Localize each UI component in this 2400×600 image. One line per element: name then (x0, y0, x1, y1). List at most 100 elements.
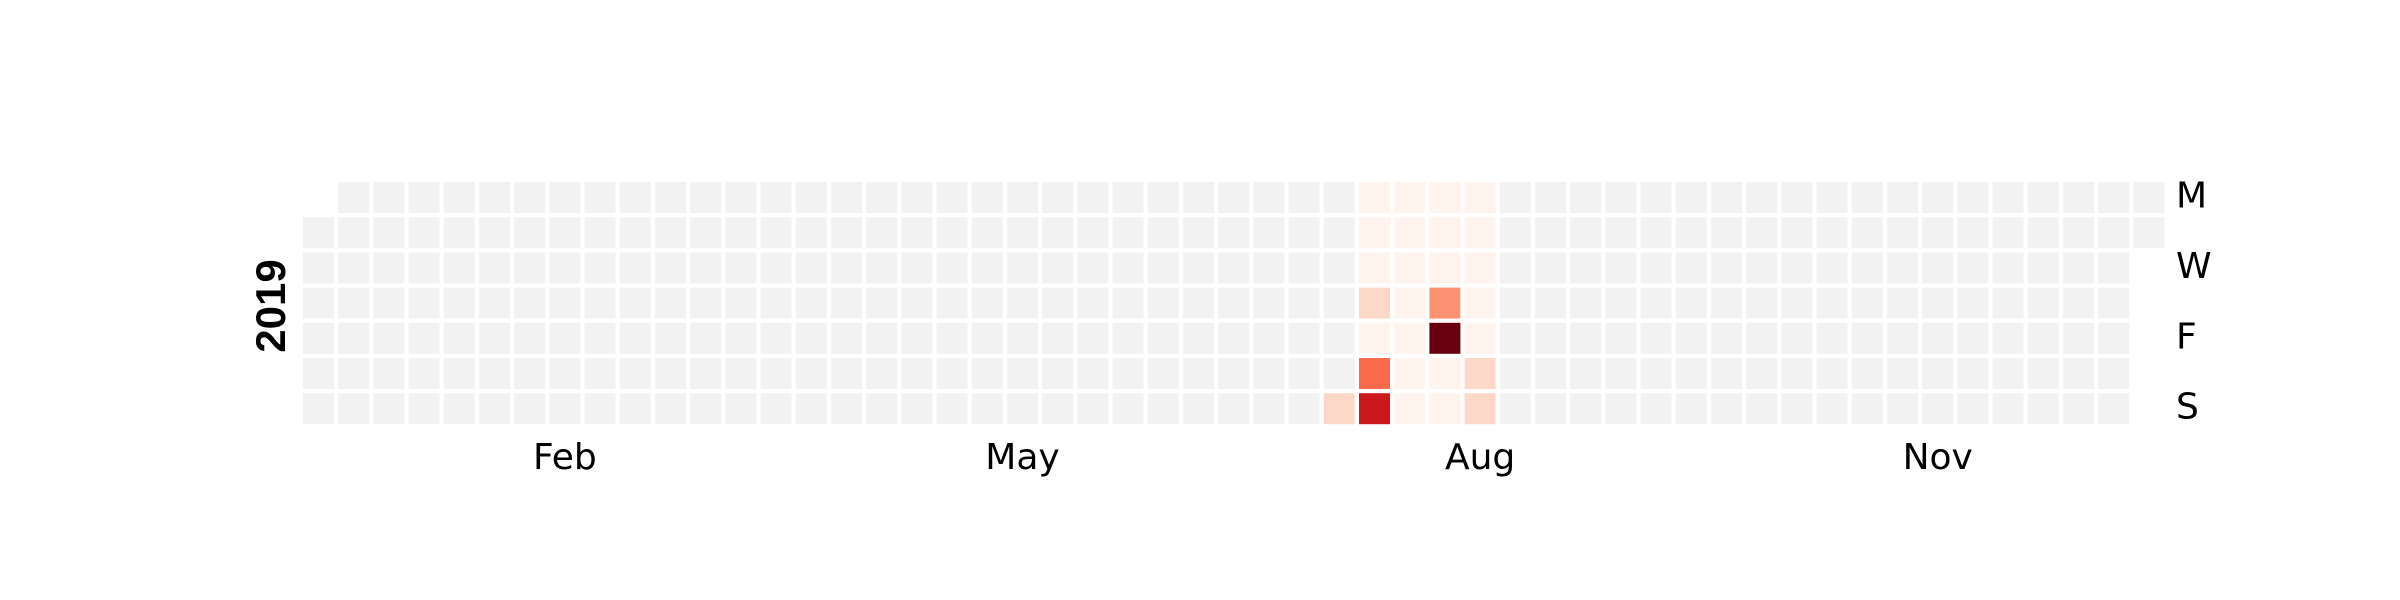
heatmap-cell (1887, 252, 1918, 284)
heatmap-cell (1147, 393, 1179, 425)
heatmap-cell (1957, 393, 1989, 425)
heatmap-cell (1077, 322, 1109, 354)
heatmap-cell (1535, 393, 1566, 425)
heatmap-cell (479, 217, 510, 249)
heatmap-cell (1359, 252, 1390, 284)
heatmap-cell (1499, 287, 1531, 319)
heatmap-cell (443, 393, 475, 425)
heatmap-cell (1499, 322, 1531, 354)
heatmap-cell (1394, 287, 1426, 319)
heatmap-cell (831, 182, 862, 213)
heatmap-cell (1253, 322, 1285, 354)
heatmap-cell (1499, 182, 1531, 213)
heatmap-cell (2133, 182, 2165, 213)
heatmap-cell (1851, 182, 1883, 213)
heatmap-cell (408, 182, 440, 213)
heatmap-cell (1640, 393, 1672, 425)
heatmap-cell (1147, 217, 1179, 249)
heatmap-cell (936, 287, 968, 319)
heatmap-cell (690, 358, 722, 389)
heatmap-cell (831, 393, 862, 425)
heatmap-cell (443, 182, 475, 213)
heatmap-cell (1499, 217, 1531, 249)
heatmap-cell (1112, 182, 1144, 213)
heatmap-cell (1992, 322, 2024, 354)
heatmap-cell (584, 287, 616, 319)
heatmap-cell (1816, 182, 1848, 213)
heatmap-cell (1957, 217, 1989, 249)
month-label-nov: Nov (1903, 437, 1973, 478)
heatmap-cell (760, 358, 792, 389)
heatmap-cell (1464, 322, 1496, 354)
heatmap-cell (690, 322, 722, 354)
heatmap-cell (1781, 393, 1813, 425)
heatmap-cell (760, 287, 792, 319)
heatmap-cell (1535, 182, 1566, 213)
heatmap-cell (1816, 217, 1848, 249)
heatmap-cell (1253, 358, 1285, 389)
heatmap-cell (690, 393, 722, 425)
heatmap-cell (1957, 322, 1989, 354)
heatmap-cell (584, 358, 616, 389)
heatmap-cell (1922, 252, 1954, 284)
heatmap-cell (1816, 322, 1848, 354)
heatmap-cell (1218, 182, 1250, 213)
heatmap-cell (2027, 322, 2059, 354)
heatmap-cell (760, 393, 792, 425)
heatmap-cell (1042, 393, 1074, 425)
heatmap-cell (514, 358, 546, 389)
heatmap-cell (1288, 217, 1320, 249)
heatmap-cell (655, 252, 686, 284)
heatmap-cells (303, 182, 2165, 425)
heatmap-cell (936, 252, 968, 284)
heatmap-cell (1887, 322, 1918, 354)
heatmap-cell (1218, 217, 1250, 249)
heatmap-cell (690, 287, 722, 319)
heatmap-cell (1323, 217, 1355, 249)
heatmap-cell (408, 322, 440, 354)
heatmap-cell (373, 393, 405, 425)
heatmap-cell (1746, 287, 1778, 319)
heatmap-cell (479, 182, 510, 213)
heatmap-cell (514, 252, 546, 284)
heatmap-cell (936, 182, 968, 213)
heatmap-cell (1816, 287, 1848, 319)
month-labels: Feb May Aug Nov (533, 437, 1973, 478)
heatmap-cell (2098, 287, 2130, 319)
day-label-w: W (2176, 246, 2212, 287)
heatmap-cell (1183, 358, 1214, 389)
heatmap-cell (1359, 322, 1390, 354)
heatmap-cell (584, 393, 616, 425)
heatmap-cell (1464, 287, 1496, 319)
heatmap-cell (373, 182, 405, 213)
heatmap-cell (1675, 393, 1707, 425)
heatmap-cell (831, 358, 862, 389)
heatmap-cell (549, 182, 581, 213)
heatmap-cell (1394, 322, 1426, 354)
heatmap-cell (1147, 322, 1179, 354)
heatmap-cell (760, 182, 792, 213)
heatmap-cell (1535, 252, 1566, 284)
heatmap-cell (1077, 287, 1109, 319)
heatmap-cell (1535, 287, 1566, 319)
heatmap-cell (866, 322, 898, 354)
heatmap-cell (338, 322, 370, 354)
heatmap-cell (795, 182, 827, 213)
heatmap-cell (1253, 182, 1285, 213)
heatmap-cell (725, 182, 757, 213)
heatmap-cell (373, 322, 405, 354)
heatmap-cell (2063, 182, 2094, 213)
heatmap-cell (338, 287, 370, 319)
heatmap-cell (303, 358, 334, 389)
heatmap-cell (901, 358, 933, 389)
heatmap-cell (1253, 287, 1285, 319)
heatmap-cell (2063, 393, 2094, 425)
heatmap-cell (1675, 287, 1707, 319)
heatmap-cell (725, 287, 757, 319)
heatmap-cell (1077, 217, 1109, 249)
heatmap-cell (1922, 393, 1954, 425)
heatmap-cell (1112, 393, 1144, 425)
heatmap-cell (1323, 182, 1355, 213)
